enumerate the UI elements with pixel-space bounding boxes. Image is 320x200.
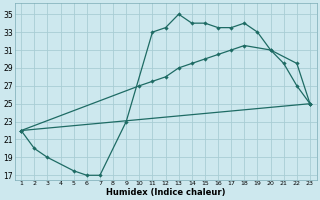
X-axis label: Humidex (Indice chaleur): Humidex (Indice chaleur): [106, 188, 225, 197]
